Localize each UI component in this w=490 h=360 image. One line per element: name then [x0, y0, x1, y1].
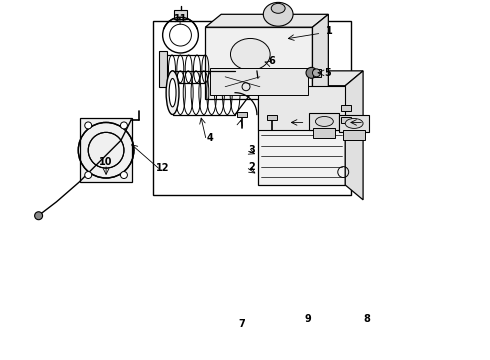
- Bar: [258, 86, 345, 130]
- Text: 9: 9: [304, 314, 311, 324]
- Polygon shape: [345, 71, 363, 200]
- Circle shape: [121, 122, 127, 129]
- Bar: [258, 86, 345, 185]
- Bar: [343, 130, 365, 140]
- Circle shape: [85, 122, 92, 129]
- Ellipse shape: [263, 3, 293, 26]
- Ellipse shape: [166, 71, 179, 114]
- Ellipse shape: [345, 118, 363, 129]
- Bar: [314, 129, 335, 138]
- Text: 7: 7: [239, 319, 245, 329]
- Bar: [339, 114, 369, 132]
- Text: 5: 5: [324, 68, 331, 78]
- Text: 10: 10: [99, 157, 113, 167]
- Ellipse shape: [316, 117, 333, 126]
- Bar: [173, 10, 188, 19]
- Bar: [80, 118, 132, 182]
- Text: 6: 6: [269, 56, 275, 66]
- Text: 3: 3: [248, 145, 255, 155]
- Circle shape: [313, 69, 320, 77]
- Bar: [341, 105, 351, 111]
- Bar: [341, 117, 351, 123]
- Text: 4: 4: [207, 133, 214, 143]
- Bar: [205, 27, 313, 99]
- Polygon shape: [205, 14, 328, 27]
- Circle shape: [306, 67, 317, 78]
- Bar: [159, 51, 167, 87]
- Bar: [210, 68, 308, 95]
- Text: 8: 8: [364, 314, 370, 324]
- Circle shape: [35, 212, 43, 220]
- Ellipse shape: [230, 39, 270, 70]
- Bar: [267, 114, 277, 121]
- Ellipse shape: [169, 78, 176, 107]
- Bar: [153, 21, 351, 195]
- Bar: [314, 69, 321, 77]
- Bar: [237, 112, 247, 117]
- Circle shape: [121, 172, 127, 179]
- Text: 12: 12: [156, 163, 170, 173]
- Text: 2: 2: [248, 162, 255, 172]
- Ellipse shape: [271, 3, 285, 13]
- Text: 1: 1: [326, 26, 333, 36]
- Polygon shape: [258, 71, 363, 86]
- Circle shape: [85, 172, 92, 179]
- Bar: [310, 113, 339, 130]
- Text: 11: 11: [174, 14, 187, 24]
- Polygon shape: [313, 14, 328, 112]
